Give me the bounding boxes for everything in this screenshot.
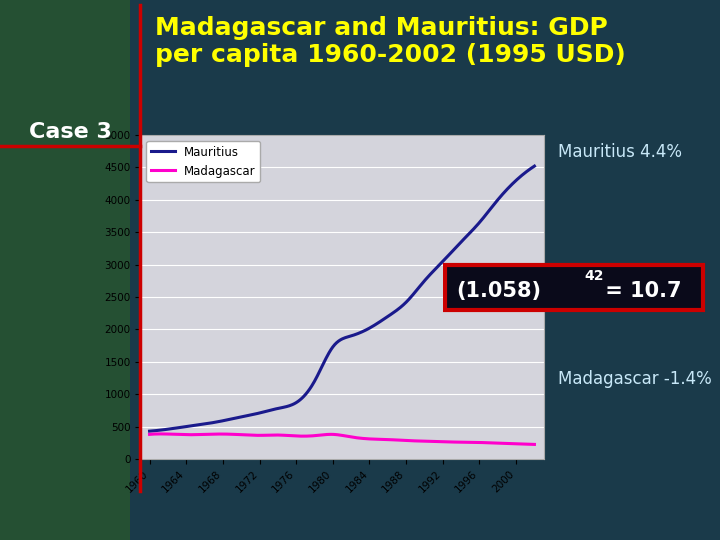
Madagascar — [530, 441, 539, 448]
Text: Madagascar and Mauritius: GDP
per capita 1960-2002 (1995 USD): Madagascar and Mauritius: GDP per capita… — [155, 16, 626, 67]
Text: Case 3: Case 3 — [29, 122, 112, 143]
Madagascar — [426, 438, 435, 444]
Mauritius — [297, 395, 306, 401]
Madagascar — [192, 431, 201, 438]
Line: Madagascar: Madagascar — [150, 434, 534, 444]
Madagascar — [424, 438, 433, 444]
Madagascar — [299, 433, 307, 440]
Text: Madagascar -1.4%: Madagascar -1.4% — [558, 370, 712, 388]
Mauritius — [271, 406, 279, 413]
Mauritius — [387, 310, 396, 317]
Mauritius — [425, 272, 433, 279]
Madagascar — [388, 436, 397, 443]
Madagascar — [145, 431, 154, 437]
Line: Mauritius: Mauritius — [150, 166, 534, 431]
FancyBboxPatch shape — [446, 265, 703, 310]
Mauritius — [145, 428, 154, 434]
Text: = 10.7: = 10.7 — [598, 281, 681, 301]
Mauritius — [192, 422, 200, 429]
Mauritius — [530, 163, 539, 170]
Legend: Mauritius, Madagascar: Mauritius, Madagascar — [146, 141, 261, 183]
Madagascar — [271, 432, 280, 438]
Mauritius — [423, 274, 432, 281]
Madagascar — [156, 431, 164, 437]
Text: (1.058): (1.058) — [456, 281, 541, 301]
Text: Mauritius 4.4%: Mauritius 4.4% — [558, 143, 682, 161]
Text: 42: 42 — [585, 269, 604, 284]
